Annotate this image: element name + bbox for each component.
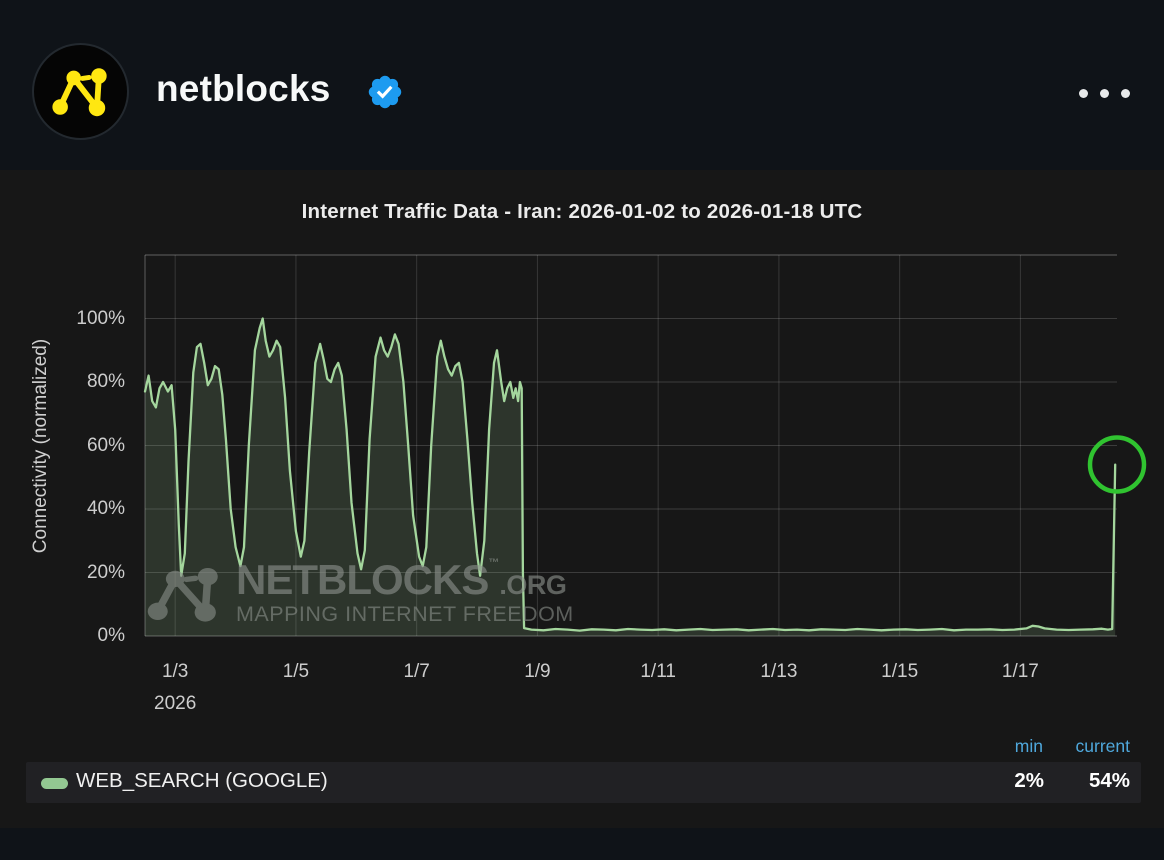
legend-headers: min current — [0, 736, 1164, 758]
x-tick-label: 1/15 — [881, 661, 919, 682]
series-min-value: 2% — [1014, 769, 1044, 792]
x-tick-label: 1/3 — [161, 661, 189, 682]
x-axis-year-label: 2026 — [154, 693, 197, 714]
series-area-fill — [145, 318, 1116, 636]
current-highlight-circle — [1087, 435, 1147, 494]
y-tick-label: 20% — [86, 561, 125, 583]
chart-panel[interactable]: Internet Traffic Data - Iran: 2026-01-02… — [0, 170, 1164, 828]
y-tick-label: 40% — [86, 498, 125, 519]
x-tick-label: 1/17 — [1001, 661, 1039, 682]
y-tick-label: 80% — [86, 371, 125, 392]
x-tick-label: 1/11 — [640, 661, 676, 682]
series-label[interactable]: WEB_SEARCH (GOOGLE) — [76, 769, 328, 792]
traffic-plot — [143, 254, 1147, 637]
more-horizontal-icon — [1079, 89, 1088, 98]
x-tick-label: 1/9 — [524, 661, 551, 682]
post-header: netblocks — [0, 0, 1164, 170]
more-options-button[interactable] — [1075, 85, 1134, 102]
y-tick-label: 0% — [97, 625, 125, 646]
more-horizontal-icon — [1121, 89, 1130, 98]
verified-badge-icon — [368, 75, 402, 109]
y-tick-label: 60% — [86, 434, 125, 456]
x-tick-label: 1/7 — [403, 661, 430, 682]
post-footer-gap — [0, 828, 1164, 860]
legend-min-header: min — [1014, 736, 1043, 756]
account-name[interactable]: netblocks — [156, 68, 331, 109]
chart-title: Internet Traffic Data - Iran: 2026-01-02… — [301, 200, 863, 223]
avatar[interactable] — [32, 43, 129, 140]
y-tick-label: 100% — [76, 307, 125, 329]
legend-current-header: current — [1075, 736, 1130, 756]
more-horizontal-icon — [1100, 89, 1109, 98]
x-tick-label: 1/13 — [760, 661, 798, 682]
legend-series-row[interactable]: WEB_SEARCH (GOOGLE) 2% 54% — [26, 762, 1141, 803]
netblocks-logo-icon — [52, 68, 107, 117]
series-color-marker-icon — [41, 778, 68, 789]
series-current-value: 54% — [1088, 769, 1130, 792]
series-line — [143, 317, 1117, 632]
x-tick-label: 1/5 — [282, 661, 310, 682]
